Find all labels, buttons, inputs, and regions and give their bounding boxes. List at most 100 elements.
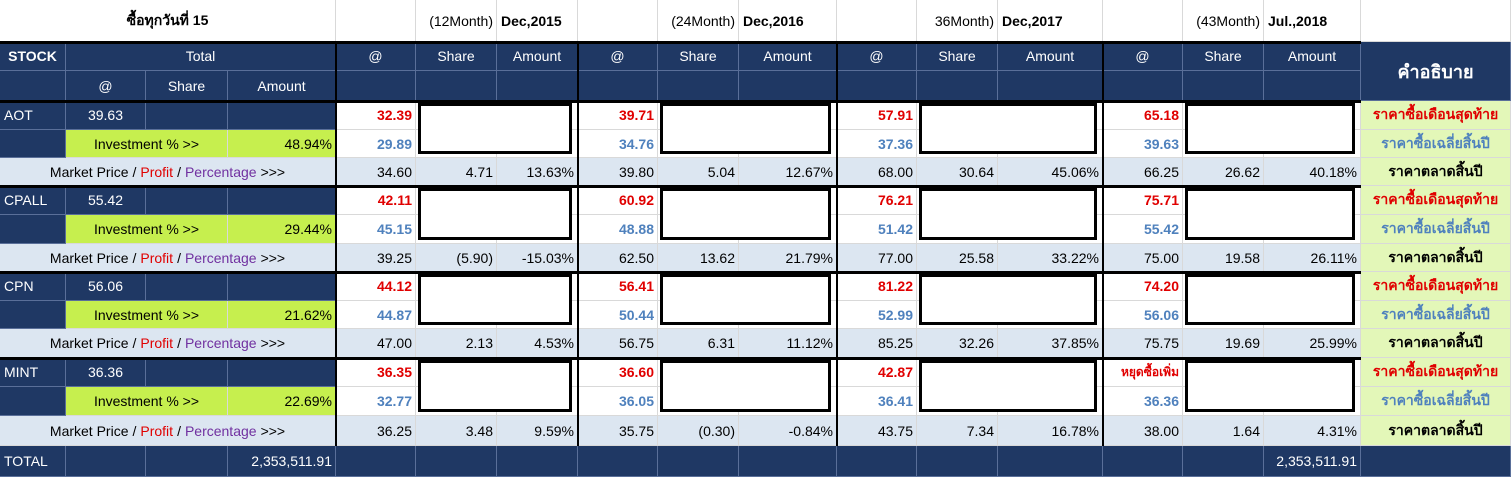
empty-cell[interactable]: [1361, 0, 1511, 42]
nav-blank[interactable]: [497, 446, 578, 477]
empty-cell[interactable]: [336, 0, 416, 42]
market-price[interactable]: 85.25: [837, 329, 917, 358]
total-amount-last[interactable]: 2,353,511.91: [1264, 446, 1361, 477]
last-buy-price[interactable]: 65.18: [1103, 101, 1183, 130]
header-blank[interactable]: [837, 71, 917, 101]
header-blank[interactable]: [336, 71, 416, 101]
profit-value[interactable]: (0.30): [658, 416, 739, 446]
empty-cell[interactable]: [837, 0, 917, 42]
period-date[interactable]: Dec,2017: [998, 0, 1103, 42]
market-price[interactable]: 68.00: [837, 158, 917, 186]
market-price[interactable]: 39.80: [578, 158, 658, 186]
investment-label[interactable]: Investment % >>: [66, 215, 228, 244]
market-price-label[interactable]: Market Price / Profit / Percentage >>>: [0, 329, 336, 358]
investment-percent[interactable]: 21.62%: [228, 301, 336, 329]
investment-label[interactable]: Investment % >>: [66, 387, 228, 416]
header-share[interactable]: Share: [146, 71, 228, 101]
desc-last-buy[interactable]: ราคาซื้อเดือนสุดท้าย: [1361, 186, 1511, 215]
stock-name[interactable]: MINT: [0, 358, 66, 387]
nav-blank[interactable]: [837, 446, 917, 477]
profit-value[interactable]: 3.48: [416, 416, 497, 446]
header-blank[interactable]: [917, 71, 998, 101]
nav-blank[interactable]: [336, 446, 416, 477]
header-blank[interactable]: [0, 71, 66, 101]
stock-avg-price[interactable]: 55.42: [66, 186, 146, 215]
hidden-amount[interactable]: [1264, 215, 1361, 244]
desc-avg-buy[interactable]: ราคาซื้อเฉลี่ยสิ้นปี: [1361, 301, 1511, 329]
header-at[interactable]: @: [578, 42, 658, 71]
market-price[interactable]: 75.00: [1103, 244, 1183, 272]
avg-buy-price[interactable]: 48.88: [578, 215, 658, 244]
market-price[interactable]: 34.60: [336, 158, 416, 186]
header-description[interactable]: คำอธิบาย: [1361, 42, 1511, 101]
nav-blank[interactable]: [0, 301, 66, 329]
investment-label[interactable]: Investment % >>: [66, 301, 228, 329]
last-buy-price[interactable]: 74.20: [1103, 272, 1183, 301]
market-price[interactable]: 43.75: [837, 416, 917, 446]
last-buy-price[interactable]: 56.41: [578, 272, 658, 301]
avg-buy-price[interactable]: 32.77: [336, 387, 416, 416]
avg-buy-price[interactable]: 36.41: [837, 387, 917, 416]
avg-buy-price[interactable]: 29.89: [336, 130, 416, 158]
profit-value[interactable]: 19.58: [1183, 244, 1264, 272]
nav-blank[interactable]: [578, 446, 658, 477]
percentage-value[interactable]: 13.63%: [497, 158, 578, 186]
header-amount[interactable]: Amount: [998, 42, 1103, 71]
header-amount[interactable]: Amount: [1264, 42, 1361, 71]
header-blank[interactable]: [497, 71, 578, 101]
nav-blank[interactable]: [228, 358, 336, 387]
header-stock[interactable]: STOCK: [0, 42, 66, 71]
header-share[interactable]: Share: [1183, 42, 1264, 71]
header-blank[interactable]: [1264, 71, 1361, 101]
nav-blank[interactable]: [228, 186, 336, 215]
header-at[interactable]: @: [66, 71, 146, 101]
nav-blank[interactable]: [146, 101, 228, 130]
avg-buy-price[interactable]: 34.76: [578, 130, 658, 158]
last-buy-price[interactable]: 36.35: [336, 358, 416, 387]
header-amount[interactable]: Amount: [497, 42, 578, 71]
profit-value[interactable]: 30.64: [917, 158, 998, 186]
profit-value[interactable]: 25.58: [917, 244, 998, 272]
period-months[interactable]: (24Month): [658, 0, 739, 42]
last-buy-price[interactable]: 39.71: [578, 101, 658, 130]
header-share[interactable]: Share: [917, 42, 998, 71]
market-price[interactable]: 66.25: [1103, 158, 1183, 186]
market-price[interactable]: 77.00: [837, 244, 917, 272]
percentage-value[interactable]: 37.85%: [998, 329, 1103, 358]
nav-blank[interactable]: [146, 358, 228, 387]
percentage-value[interactable]: 12.67%: [739, 158, 837, 186]
header-blank[interactable]: [1103, 71, 1183, 101]
desc-market[interactable]: ราคาตลาดสิ้นปี: [1361, 244, 1511, 272]
stock-avg-price[interactable]: 36.36: [66, 358, 146, 387]
nav-blank[interactable]: [146, 446, 228, 477]
desc-market[interactable]: ราคาตลาดสิ้นปี: [1361, 329, 1511, 358]
profit-value[interactable]: 1.64: [1183, 416, 1264, 446]
avg-buy-price[interactable]: 52.99: [837, 301, 917, 329]
market-price[interactable]: 39.25: [336, 244, 416, 272]
empty-cell[interactable]: [578, 0, 658, 42]
profit-value[interactable]: 26.62: [1183, 158, 1264, 186]
header-share[interactable]: Share: [416, 42, 497, 71]
last-buy-price[interactable]: 36.60: [578, 358, 658, 387]
market-price[interactable]: 36.25: [336, 416, 416, 446]
percentage-value[interactable]: 4.53%: [497, 329, 578, 358]
hidden-amount[interactable]: [1264, 130, 1361, 158]
avg-buy-price[interactable]: 37.36: [837, 130, 917, 158]
investment-percent[interactable]: 29.44%: [228, 215, 336, 244]
header-blank[interactable]: [998, 71, 1103, 101]
avg-buy-price[interactable]: 50.44: [578, 301, 658, 329]
profit-value[interactable]: 13.62: [658, 244, 739, 272]
stock-name[interactable]: AOT: [0, 101, 66, 130]
market-price[interactable]: 38.00: [1103, 416, 1183, 446]
percentage-value[interactable]: 33.22%: [998, 244, 1103, 272]
period-months[interactable]: 36Month): [917, 0, 998, 42]
nav-blank[interactable]: [1103, 446, 1183, 477]
total-amount[interactable]: 2,353,511.91: [228, 446, 336, 477]
nav-blank[interactable]: [146, 272, 228, 301]
last-buy-price[interactable]: 60.92: [578, 186, 658, 215]
period-months[interactable]: (12Month): [416, 0, 497, 42]
stock-name[interactable]: CPALL: [0, 186, 66, 215]
header-amount[interactable]: Amount: [739, 42, 837, 71]
nav-blank[interactable]: [1183, 446, 1264, 477]
header-blank[interactable]: [739, 71, 837, 101]
